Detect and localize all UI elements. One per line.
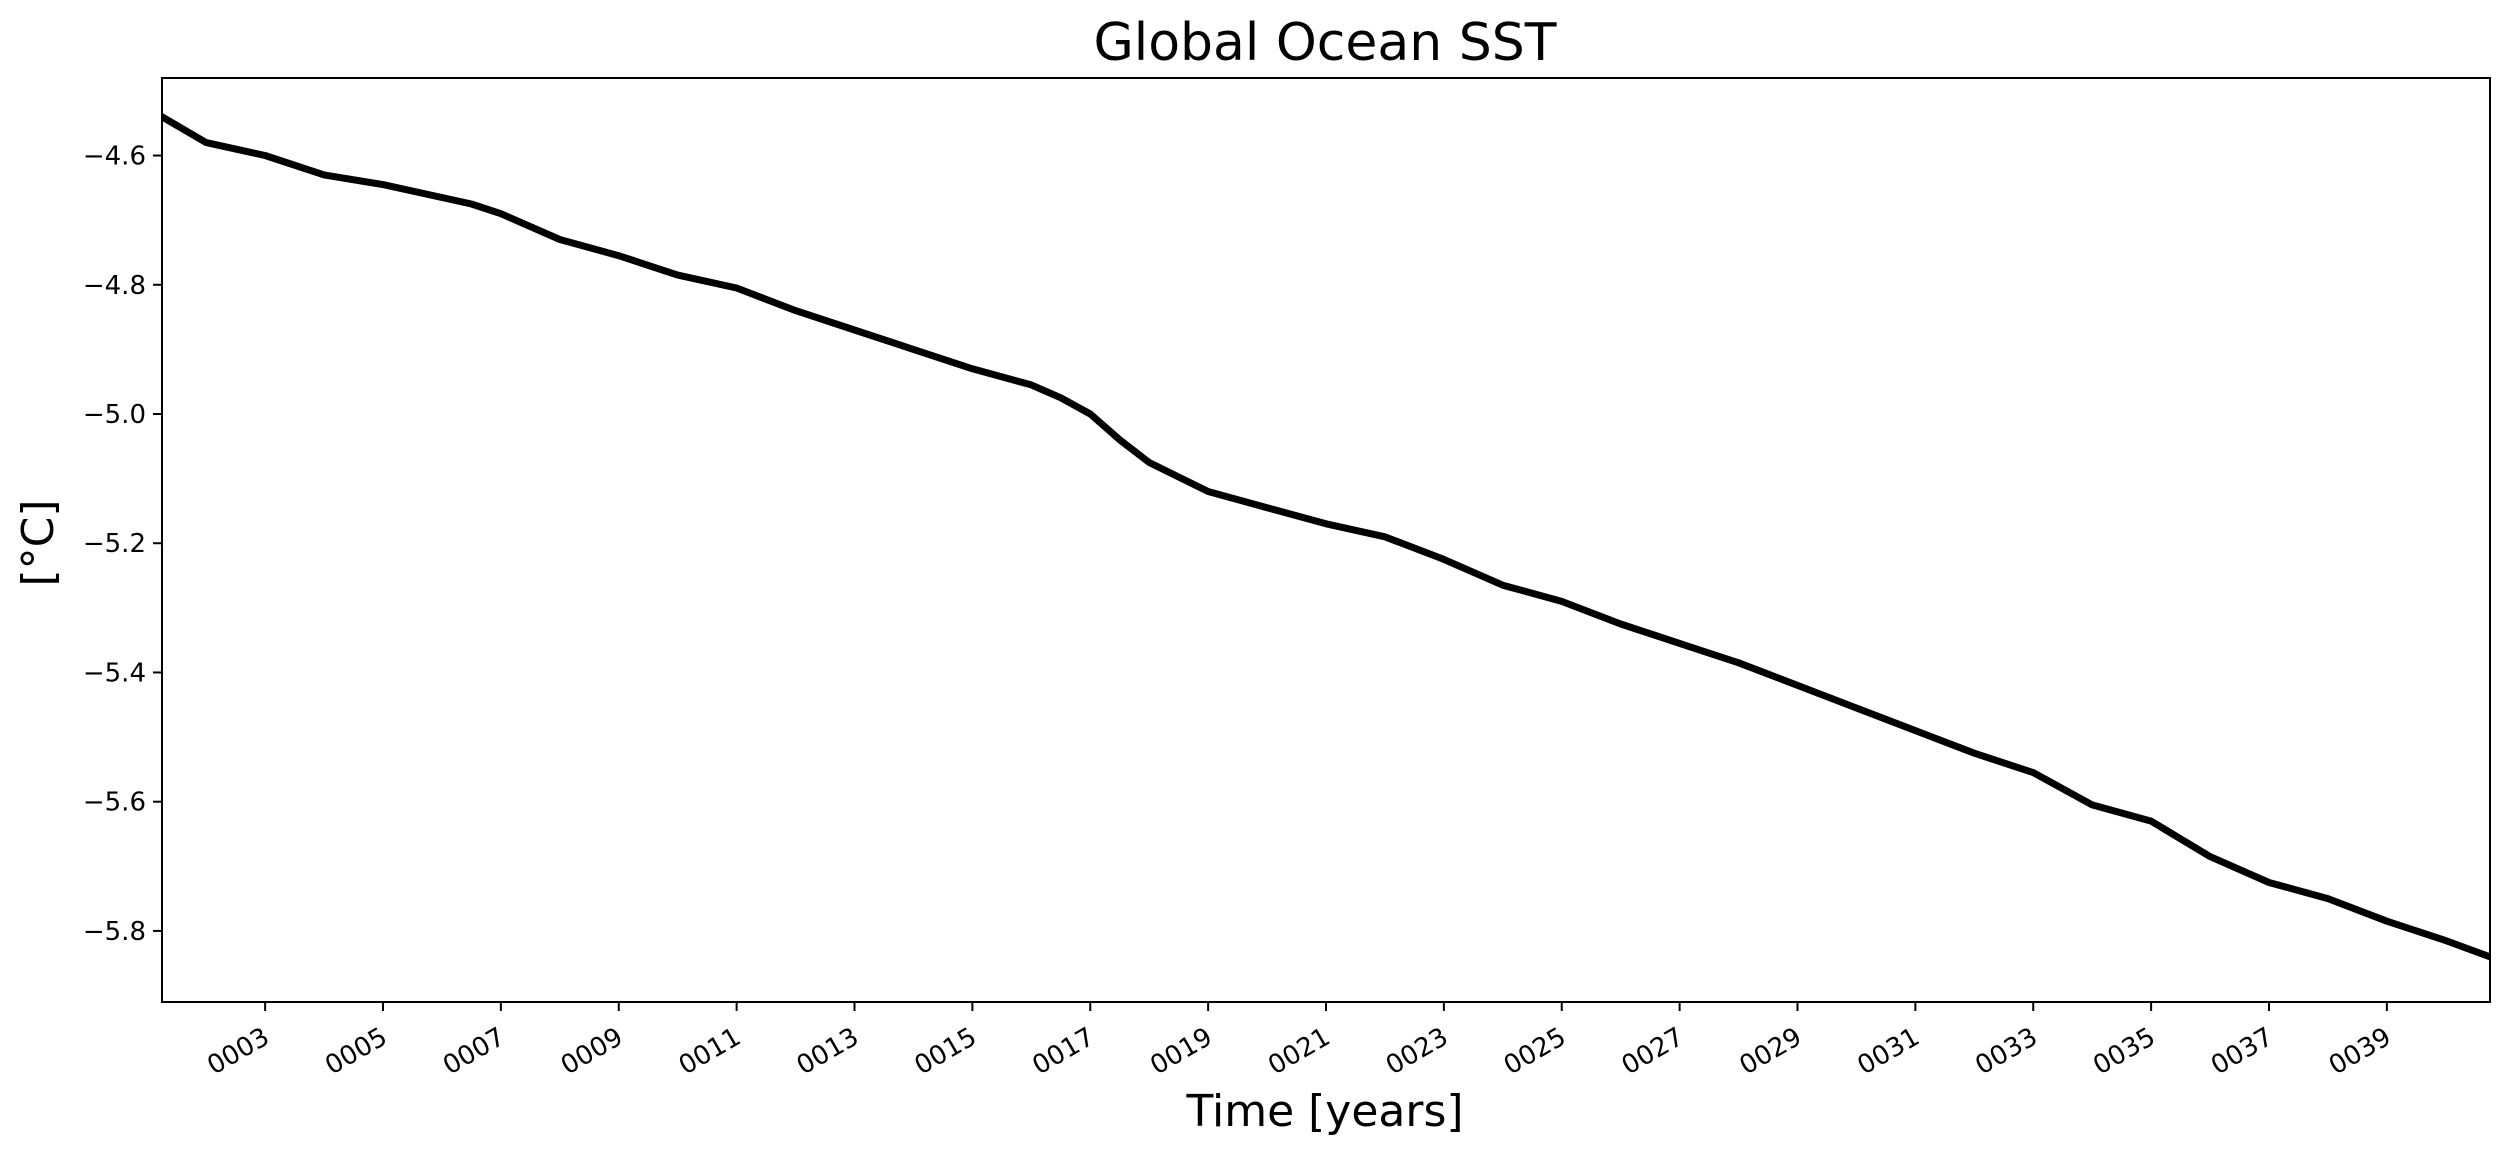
x-tick-label: 0033 [1970,1022,2042,1081]
x-tick-label: 0009 [556,1022,628,1081]
y-tick-label: −5.0 [83,400,146,430]
x-tick-label: 0015 [910,1022,982,1081]
x-axis-label: Time [years] [1185,1086,1463,1137]
x-tick-label: 0027 [1617,1022,1689,1081]
x-tick-label: 0025 [1499,1022,1571,1081]
y-tick-label: −5.6 [83,788,146,818]
y-tick-label: −4.8 [83,271,146,301]
x-tick-label: 0011 [674,1022,746,1081]
x-tick-label: 0021 [1263,1022,1335,1081]
y-tick-label: −5.8 [83,917,146,947]
x-tick-label: 0019 [1145,1022,1217,1081]
x-tick-label: 0035 [2088,1022,2160,1081]
y-tick-label: −4.6 [83,142,146,172]
y-tick-label: −5.4 [83,658,146,688]
x-tick-label: 0031 [1853,1022,1925,1081]
x-tick-label: 0017 [1027,1022,1099,1081]
x-tick-label: 0013 [792,1022,864,1081]
x-tick-label: 0037 [2206,1022,2278,1081]
series-line-0 [162,113,2490,961]
x-tick-label: 0007 [438,1022,510,1081]
x-tick-label: 0005 [320,1022,392,1081]
x-tick-label: 0023 [1381,1022,1453,1081]
x-tick-label: 0029 [1735,1022,1807,1081]
x-tick-label: 0039 [2324,1022,2396,1081]
plot-area: 0003 0005 0007 0009 0011 0013 0015 0017 0019 0021… [83,77,2491,1081]
y-tick-label: −5.2 [83,529,146,559]
x-tick-label: 0003 [202,1022,274,1081]
y-axis-label: [°C] [13,499,64,586]
chart-title: Global Ocean SST [1093,13,1556,73]
